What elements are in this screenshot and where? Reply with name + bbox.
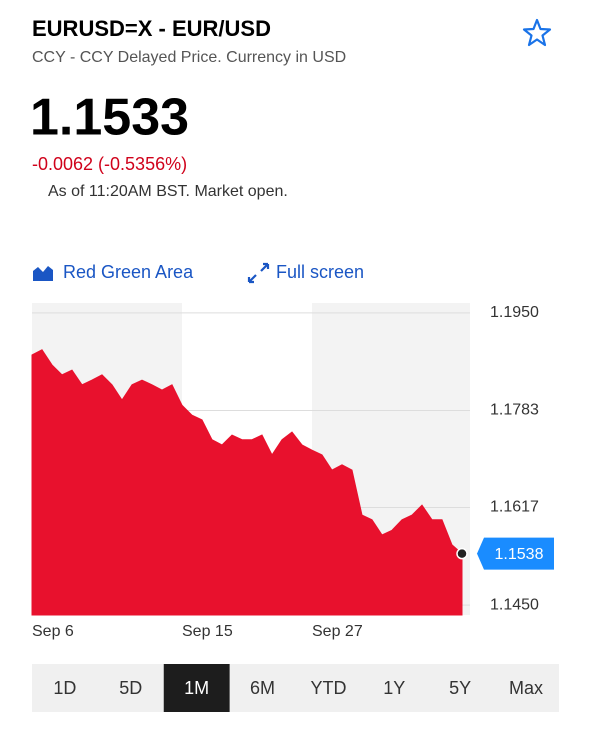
chart-style-button[interactable]: Red Green Area bbox=[33, 262, 194, 282]
full-screen-button[interactable]: Full screen bbox=[247, 262, 364, 284]
price: 1.1533 bbox=[30, 89, 189, 147]
title: EURUSD=X - EUR/USD bbox=[32, 16, 271, 41]
chart-style[interactable]: Red Green Area bbox=[63, 262, 194, 282]
as-of: As of 11:20AM BST. Market open. bbox=[48, 183, 288, 200]
range-button[interactable]: 5D bbox=[119, 678, 142, 698]
range-buttons: 1D 5D 1M 6M YTD 1Y 5Y Max bbox=[53, 664, 543, 712]
chart: 1.1538 1.1950 1.1783 1.1617 1.1450 Sep 6 Sep 1… bbox=[31, 303, 554, 640]
range-button[interactable]: Max bbox=[509, 678, 543, 698]
range-bar bbox=[32, 664, 559, 712]
range-button[interactable]: 1D bbox=[53, 678, 76, 698]
range-button[interactable]: 1Y bbox=[383, 678, 405, 698]
price-change: -0.0062 (-0.5356%) bbox=[32, 154, 187, 174]
range-selected[interactable] bbox=[163, 664, 230, 712]
y-tick-label: 1.1450 bbox=[490, 596, 539, 613]
expand-icon bbox=[247, 262, 270, 284]
x-tick-label: Sep 27 bbox=[312, 623, 363, 640]
x-tick-label: Sep 6 bbox=[32, 623, 74, 640]
range-button[interactable]: 1M bbox=[184, 678, 209, 698]
range-button[interactable]: 6M bbox=[250, 678, 275, 698]
subtitle: CCY - CCY Delayed Price. Currency in USD bbox=[32, 49, 346, 66]
x-tick-label: Sep 15 bbox=[182, 623, 233, 640]
y-tick-label: 1.1783 bbox=[490, 402, 539, 419]
range-button[interactable]: 5Y bbox=[449, 678, 471, 698]
last-price-label: 1.1538 bbox=[495, 546, 544, 563]
y-tick-label: 1.1617 bbox=[490, 499, 539, 516]
y-tick-label: 1.1950 bbox=[490, 304, 539, 321]
area-icon bbox=[33, 266, 53, 281]
range-button[interactable]: YTD bbox=[310, 678, 346, 698]
last-price-dot bbox=[456, 547, 468, 560]
watchlist-star[interactable] bbox=[522, 18, 552, 47]
full-screen[interactable]: Full screen bbox=[276, 262, 364, 282]
star-icon[interactable] bbox=[522, 18, 552, 47]
price-area bbox=[31, 349, 463, 616]
last-price-callout bbox=[477, 537, 554, 570]
